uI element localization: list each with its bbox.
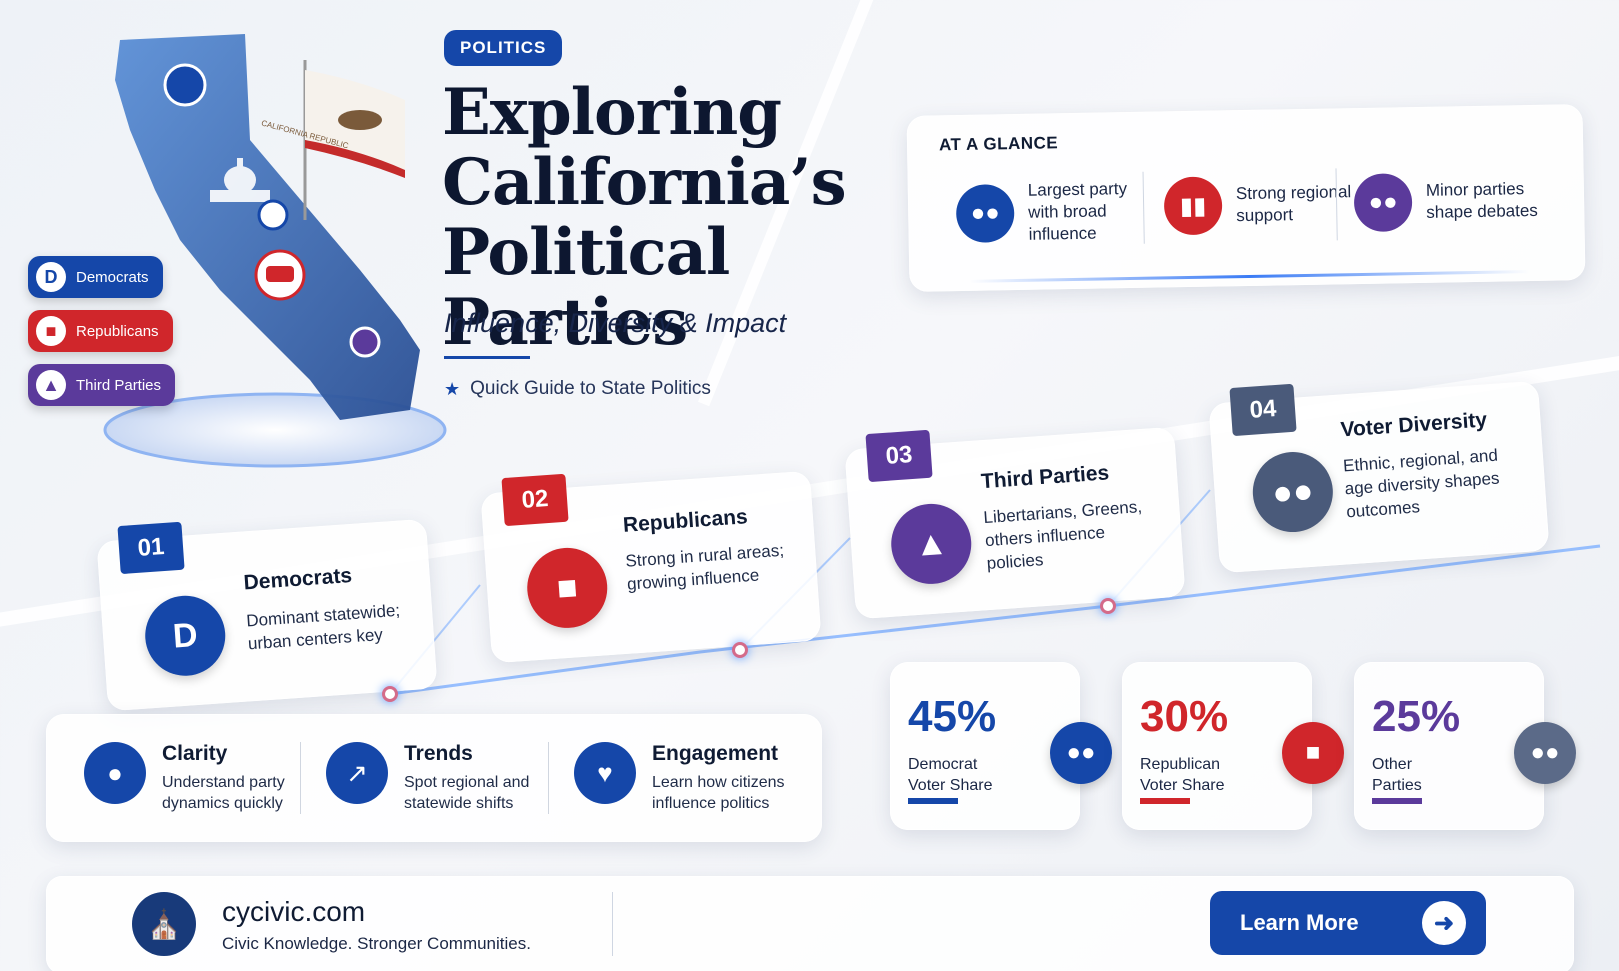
learn-more-button[interactable]: Learn More ➜: [1210, 891, 1486, 955]
elephant-icon: ■: [1282, 722, 1344, 784]
step-desc: Libertarians, Greens, others influence p…: [982, 497, 1143, 574]
pill-label: Republicans: [76, 322, 159, 340]
california-map-illustration: [60, 20, 480, 480]
feature-title: Engagement: [652, 742, 779, 765]
democrat-d-icon: D: [142, 593, 228, 679]
feature-title: Trends: [404, 742, 473, 765]
learn-more-label: Learn More: [1240, 910, 1359, 935]
step-title: Democrats: [242, 564, 353, 595]
timeline-node: [1100, 598, 1116, 614]
step-desc: Dominant statewide; urban centers key: [245, 600, 401, 654]
stat-bar: [908, 798, 958, 804]
group-icon: ●●: [1514, 722, 1576, 784]
feature-title: Clarity: [162, 742, 228, 765]
guide-line: ★ Quick Guide to State Politics: [444, 378, 711, 400]
step-number: 04: [1229, 383, 1297, 437]
divider: [612, 892, 613, 956]
pill-democrats[interactable]: D Democrats: [28, 256, 163, 298]
stat-bar: [1140, 798, 1190, 804]
step-number: 02: [501, 473, 569, 527]
step-card-republicans[interactable]: 02 ■ Republicans Strong in rural areas; …: [480, 470, 822, 664]
timeline-node: [382, 686, 398, 702]
pill-republicans[interactable]: ■ Republicans: [28, 310, 173, 352]
lightbulb-icon: ●: [84, 742, 146, 804]
pill-label: Third Parties: [76, 376, 162, 394]
features-panel: ● Clarity Understand party dynamics quic…: [46, 714, 822, 842]
stat-card-other: 25% Other Parties ●●: [1354, 662, 1576, 830]
torch-icon: ▲: [36, 370, 66, 400]
stat-card-democrat: 45% Democrat Voter Share ●●: [890, 662, 1112, 830]
feature-desc: Learn how citizens influence politics: [652, 774, 785, 812]
pill-label: Democrats: [76, 268, 149, 286]
elephant-icon: ■: [36, 316, 66, 346]
stat-label: Democrat Voter Share: [908, 756, 993, 794]
page-title: Exploring California’s Political Parties: [442, 75, 847, 360]
tagline: Civic Knowledge. Stronger Communities.: [222, 934, 531, 953]
feature-item: ↗ Trends Spot regional and statewide shi…: [326, 742, 554, 814]
pill-third-parties[interactable]: ▲ Third Parties: [28, 364, 176, 406]
feature-desc: Understand party dynamics quickly: [162, 774, 285, 812]
step-card-third-parties[interactable]: 03 ▲ Third Parties Libertarians, Greens,…: [844, 426, 1186, 620]
step-number: 03: [865, 429, 933, 483]
category-tag: POLITICS: [444, 30, 563, 66]
step-card-voter-diversity[interactable]: 04 ●● Voter Diversity Ethnic, regional, …: [1208, 380, 1550, 574]
group-icon: ●●: [1050, 722, 1112, 784]
stat-value: 30%: [1140, 692, 1229, 741]
trend-chart-icon: ↗: [326, 742, 388, 804]
torch-icon: ▲: [888, 501, 974, 587]
group-icon: ●●: [1250, 449, 1336, 535]
feature-desc: Spot regional and statewide shifts: [404, 774, 530, 812]
guide-text: Quick Guide to State Politics: [470, 378, 711, 399]
divider: [548, 742, 549, 814]
footer-bar: ⛪ cycivic.com Civic Knowledge. Stronger …: [46, 876, 1574, 971]
step-desc: Ethnic, regional, and age diversity shap…: [1342, 445, 1501, 522]
divider: [300, 742, 301, 814]
subtitle-rule: [444, 356, 530, 359]
stat-label: Republican Voter Share: [1140, 756, 1225, 794]
stat-bar: [1372, 798, 1422, 804]
step-card-democrats[interactable]: 01 D Democrats Dominant statewide; urban…: [96, 518, 438, 712]
feature-item: ♥ Engagement Learn how citizens influenc…: [574, 742, 802, 814]
step-desc: Strong in rural areas; growing influence: [624, 540, 785, 594]
feature-item: ● Clarity Understand party dynamics quic…: [84, 742, 312, 814]
step-title: Third Parties: [980, 461, 1110, 494]
stat-label: Other Parties: [1372, 756, 1422, 794]
democrat-d-icon: D: [36, 262, 66, 292]
stat-value: 45%: [908, 692, 997, 741]
capitol-logo-icon: ⛪: [132, 892, 196, 956]
step-title: Voter Diversity: [1339, 408, 1488, 442]
timeline-node: [732, 642, 748, 658]
site-name[interactable]: cycivic.com: [222, 896, 366, 927]
star-icon: ★: [444, 378, 461, 399]
page-subtitle: Influence, Diversity & Impact: [444, 308, 787, 338]
stat-card-republican: 30% Republican Voter Share ■: [1122, 662, 1344, 830]
stat-value: 25%: [1372, 692, 1461, 741]
step-number: 01: [117, 521, 185, 575]
hands-people-icon: ♥: [574, 742, 636, 804]
arrow-right-icon: ➜: [1422, 901, 1466, 945]
elephant-icon: ■: [524, 545, 610, 631]
step-title: Republicans: [622, 505, 749, 537]
